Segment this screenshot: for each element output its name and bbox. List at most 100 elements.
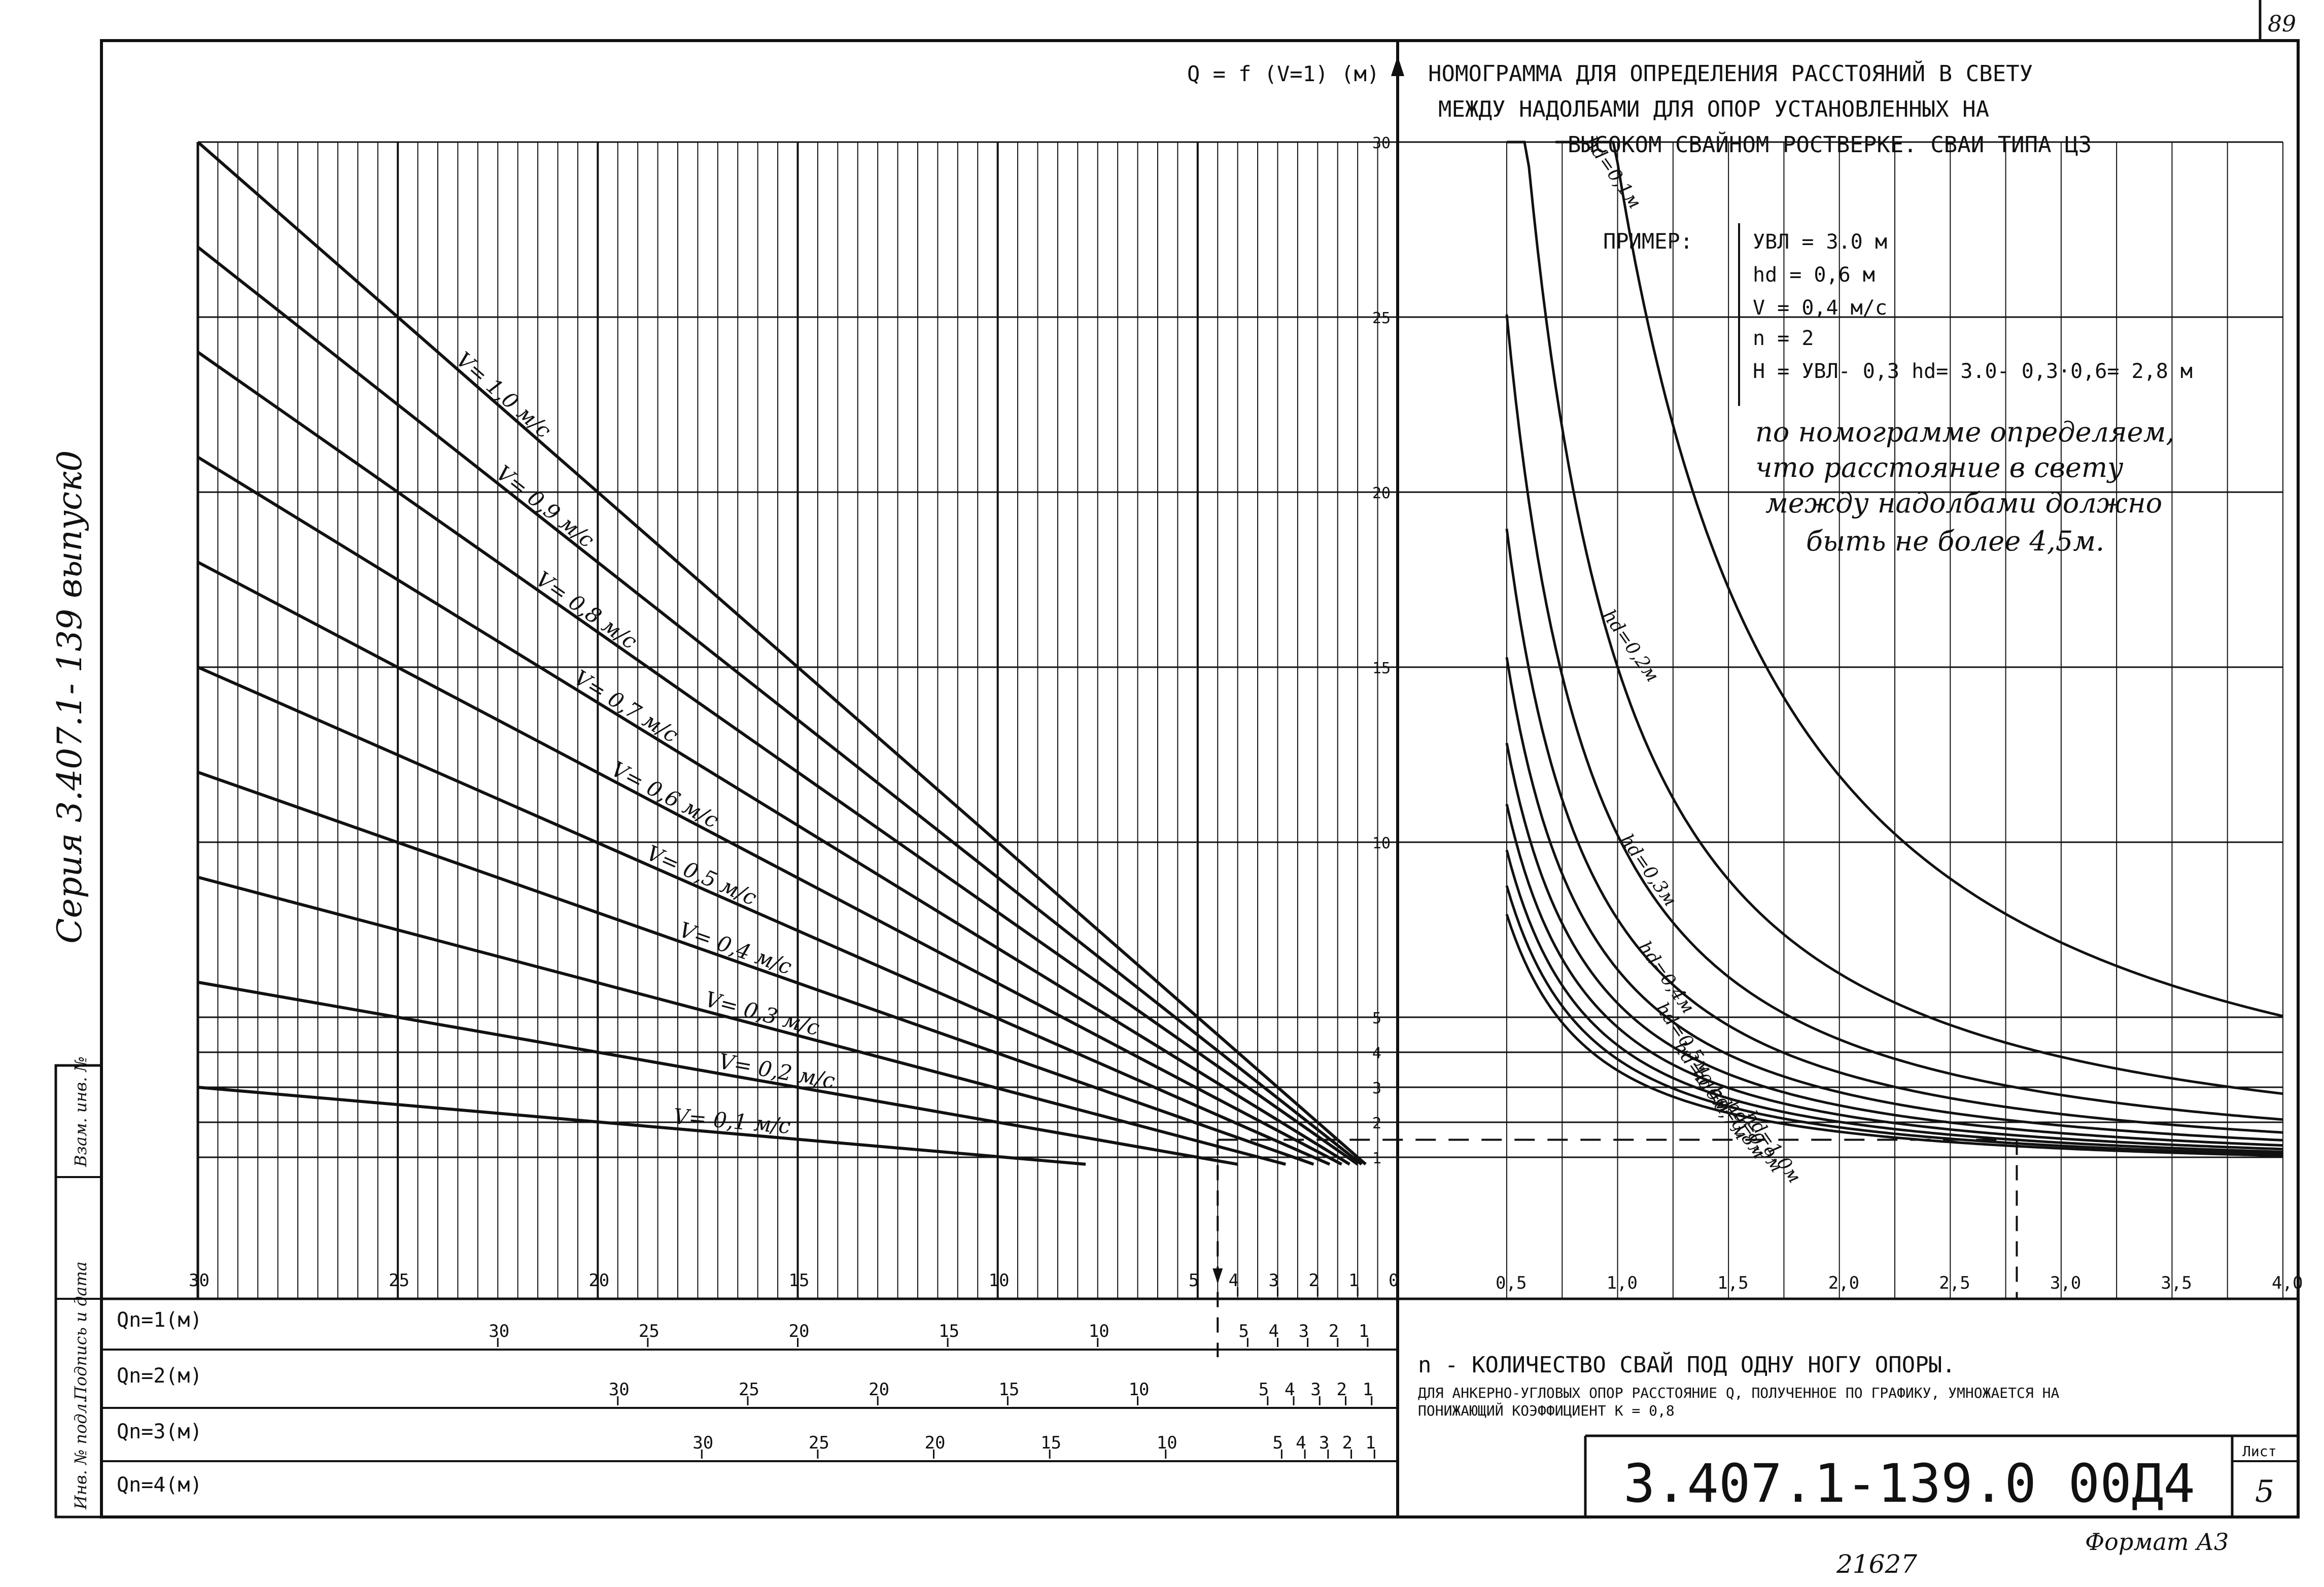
hd-curve xyxy=(1505,743,2283,1147)
scale-label-n4: Qn=4(м) xyxy=(117,1473,202,1497)
scale-tick-label: 10 xyxy=(989,1270,1010,1291)
scale-tick-label: 5 xyxy=(1238,1321,1248,1341)
velocity-line-label: V= 1,0 м/с xyxy=(452,347,556,443)
velocity-line xyxy=(197,771,1314,1166)
x-tick-label: 1,0 xyxy=(1607,1273,1638,1293)
example-line-2: hd = 0,6 м xyxy=(1753,263,1875,287)
velocity-line xyxy=(197,141,1367,1166)
scale-tick-label: 0 xyxy=(1389,1270,1399,1291)
x-tick-label: 3,0 xyxy=(2050,1273,2081,1293)
y-tick-label: 20 xyxy=(1372,485,1391,502)
scale-tick-label: 25 xyxy=(639,1321,660,1341)
y-tick-label: 15 xyxy=(1372,660,1391,677)
scale-tick-label: 30 xyxy=(189,1270,210,1291)
hd-curve xyxy=(1505,914,2283,1157)
velocity-line xyxy=(197,666,1331,1166)
page-number: 89 xyxy=(2268,11,2296,37)
hd-curve xyxy=(1505,657,2283,1142)
x-tick-label: 2,0 xyxy=(1828,1273,1859,1293)
format-label: Формат А3 xyxy=(2085,1528,2229,1556)
scale-tick-label: 2 xyxy=(1337,1379,1347,1400)
scale-tick-label: 5 xyxy=(1259,1379,1269,1400)
x-tick-label: 2,5 xyxy=(1939,1273,1970,1293)
velocity-line xyxy=(197,351,1359,1166)
scale-label-n3: Qn=3(м) xyxy=(117,1420,202,1443)
example-line-5: Н = УВЛ- 0,3 hd= 3.0- 0,3·0,6= 2,8 м xyxy=(1753,360,2193,383)
y-axis-arrow xyxy=(1391,56,1404,76)
y-tick-label: 10 xyxy=(1372,835,1391,852)
scale-tick-label: 25 xyxy=(739,1379,759,1400)
velocity-line xyxy=(197,246,1363,1166)
x-tick-label: 1,5 xyxy=(1717,1273,1748,1293)
hd-curve xyxy=(1505,885,2283,1156)
conclusion-line-2: что расстояние в свету xyxy=(1755,452,2124,484)
example-label: ПРИМЕР: xyxy=(1603,229,1693,254)
scale-tick-label: 5 xyxy=(1272,1433,1282,1453)
example-line-4: n = 2 xyxy=(1753,327,1814,350)
conclusion-line-4: быть не более 4,5м. xyxy=(1806,525,2104,557)
scale-tick-label: 10 xyxy=(1157,1433,1177,1453)
scale-tick-label: 30 xyxy=(609,1379,630,1400)
scale-tick-label: 2 xyxy=(1342,1433,1352,1453)
x-tick-label: 3,5 xyxy=(2161,1273,2192,1293)
velocity-line-label: V= 0,1 м/с xyxy=(672,1103,791,1138)
scale-tick-label: 1 xyxy=(1359,1321,1369,1341)
scale-tick-label: 3 xyxy=(1319,1433,1329,1453)
y-tick-label: 1 xyxy=(1372,1150,1381,1167)
title-line-3: ВЫСОКОМ СВАЙНОМ РОСТВЕРКЕ. СВАИ ТИПА Ц3 xyxy=(1568,131,2092,158)
y-tick-label: 2 xyxy=(1372,1115,1381,1132)
x-tick-label: 0,5 xyxy=(1496,1273,1527,1293)
velocity-line xyxy=(197,876,1287,1166)
y-tick-label: 25 xyxy=(1372,309,1391,327)
scale-tick-label: 1 xyxy=(1363,1379,1373,1400)
hd-curve xyxy=(1505,849,2283,1153)
velocity-line xyxy=(197,456,1350,1166)
title-block xyxy=(1584,1434,2298,1517)
conclusion-line-3: между надолбами должно xyxy=(1765,487,2162,519)
y-tick-label: 4 xyxy=(1372,1045,1381,1062)
scale-tick-label: 15 xyxy=(998,1379,1019,1400)
scale-label-n1: Qn=1(м) xyxy=(117,1308,202,1332)
scale-tick-label: 4 xyxy=(1269,1321,1279,1341)
right-chart-grid xyxy=(1398,141,2283,1299)
scale-tick-label: 15 xyxy=(789,1270,810,1291)
hd-curve-label: hd=0,2м xyxy=(1599,606,1663,685)
document-code: 3.407.1-139.0 00Д4 xyxy=(1623,1453,2195,1514)
y-axis-label: Q = f (V=1) (м) xyxy=(1187,61,1379,86)
scale-tick-label: 25 xyxy=(389,1270,409,1291)
scale-tick-label: 3 xyxy=(1299,1321,1309,1341)
scale-tick-label: 10 xyxy=(1129,1379,1150,1400)
velocity-line xyxy=(197,1086,1086,1166)
stamp-label-sign: Подпись и дата xyxy=(71,1261,90,1401)
left-stamp-strip xyxy=(54,1064,103,1519)
hd-curve xyxy=(1505,528,2283,1134)
outer-frame xyxy=(100,39,2300,1519)
sheet-number: 5 xyxy=(2255,1474,2274,1509)
scale-tick-label: 2 xyxy=(1329,1321,1339,1341)
velocity-line-label: V= 0,5 м/с xyxy=(643,840,760,910)
hd-curve xyxy=(1505,314,2283,1121)
x-tick-label: 4,0 xyxy=(2272,1273,2303,1293)
hd-curve xyxy=(1555,141,2283,1018)
scale-tick-label: 3 xyxy=(1269,1270,1279,1291)
series-side-label: Серия 3.407.1- 139 выпуск0 xyxy=(50,451,89,944)
scale-tick-label: 30 xyxy=(489,1321,509,1341)
velocity-line-label: V= 0,4 м/с xyxy=(676,917,795,980)
scale-tick-label: 1 xyxy=(1365,1433,1375,1453)
scale-tick-label: 20 xyxy=(789,1321,810,1341)
scale-tick-label: 5 xyxy=(1189,1270,1199,1291)
stamp-label-inv: Инв. № подл. xyxy=(71,1398,90,1510)
scale-tick-label: 15 xyxy=(1040,1433,1061,1453)
y-tick-label: 30 xyxy=(1372,134,1391,152)
scale-tick-label: 30 xyxy=(692,1433,713,1453)
scale-tick-label: 1 xyxy=(1348,1270,1359,1291)
conclusion-line-1: по номограмме определяем, xyxy=(1755,416,2175,448)
scale-tick-label: 10 xyxy=(1089,1321,1109,1341)
scale-tick-label: 20 xyxy=(869,1379,889,1400)
example-line-3: V = 0,4 м/с xyxy=(1753,296,1887,320)
inventory-number: 21627 xyxy=(1836,1549,1917,1579)
bottom-scale-ticks: 30 25 20 15 10 5 4 3 2 1 030 25 20 15 10 5 4 3 2 130 25 20 15 1… xyxy=(189,1270,1399,1459)
scale-tick-label: 3 xyxy=(1310,1379,1321,1400)
example-dashed-path xyxy=(1212,1138,2018,1357)
